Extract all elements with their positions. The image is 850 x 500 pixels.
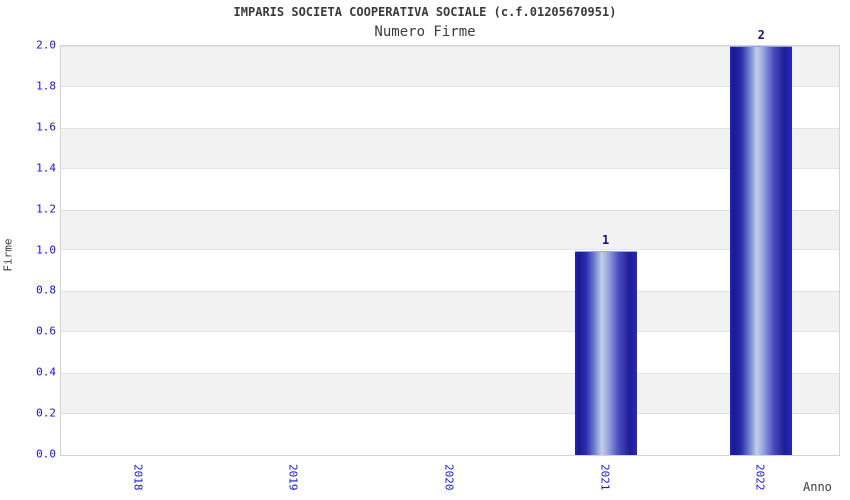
bar-value-label-2022: 2 (757, 28, 765, 42)
grid-band (61, 127, 839, 169)
bar-2021[interactable] (574, 250, 637, 455)
x-axis-title: Anno (803, 480, 832, 494)
y-tick-label: 1.0 (36, 243, 56, 256)
chart-subtitle: Numero Firme (374, 24, 476, 40)
y-tick-label: 1.6 (36, 120, 56, 134)
y-tick-label: 0.2 (36, 406, 56, 420)
grid-band (61, 46, 839, 87)
grid-band (61, 291, 839, 333)
y-tick-label: 1.2 (36, 202, 56, 216)
grid-band (61, 209, 839, 251)
x-tick-label-2022: 2022 (753, 464, 767, 491)
bar-value-label-2021: 1 (601, 232, 610, 247)
y-tick-label: 0.8 (36, 283, 56, 297)
x-tick-label-2021: 2021 (598, 464, 612, 491)
y-tick-label: 0.4 (36, 365, 56, 379)
y-tick-label: 0.0 (36, 447, 56, 461)
y-tick-label: 1.4 (36, 161, 56, 175)
y-tick-label: 0.6 (36, 324, 56, 338)
y-tick-label: 1.8 (36, 79, 56, 93)
grid-band (61, 373, 839, 415)
bar-2022[interactable] (730, 46, 793, 455)
y-tick-label: 2.0 (36, 38, 56, 52)
x-tick-label-2018: 2018 (131, 464, 145, 491)
x-tick-label-2019: 2019 (286, 464, 300, 491)
x-tick-label-2020: 2020 (442, 464, 456, 491)
chart-title: IMPARIS SOCIETA COOPERATIVA SOCIALE (c.f… (233, 5, 617, 19)
